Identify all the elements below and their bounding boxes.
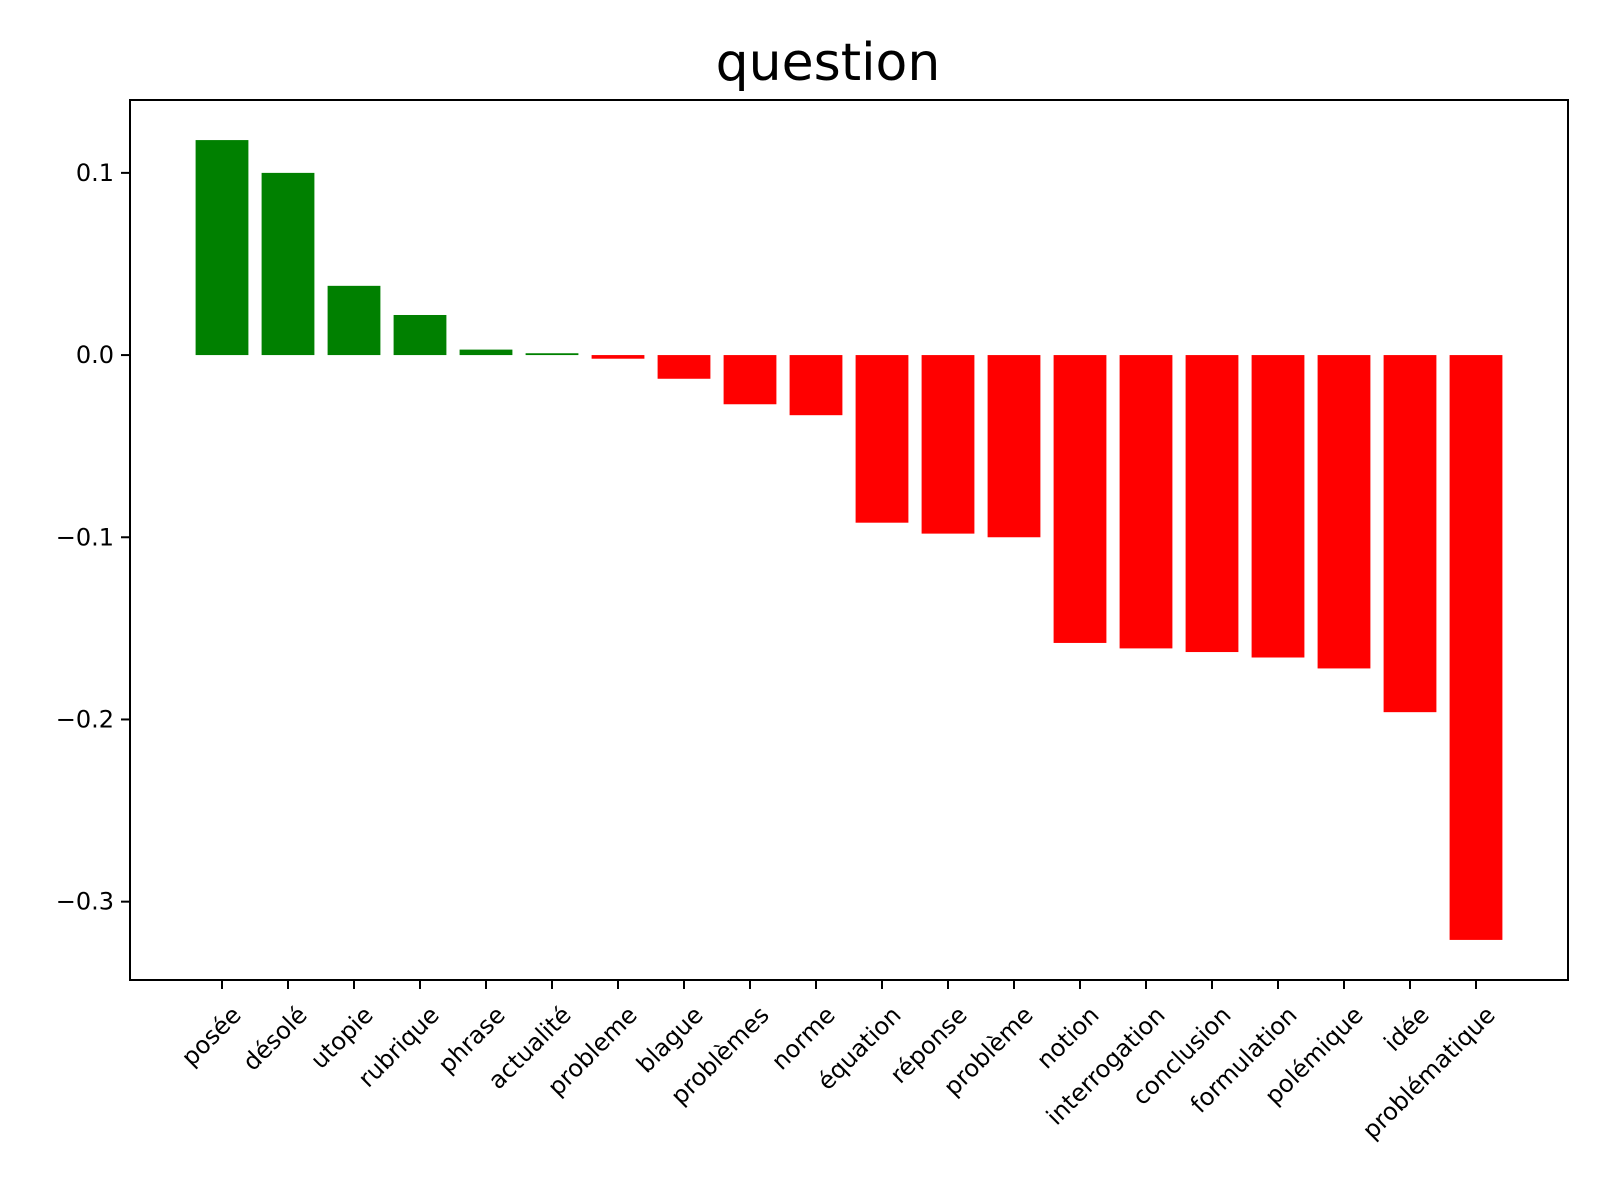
y-tick-label: 0.1 <box>76 159 114 187</box>
bar-16 <box>1185 355 1239 653</box>
bar-11 <box>855 355 909 523</box>
bar-1 <box>195 140 249 356</box>
bar-17 <box>1251 355 1305 658</box>
bar-18 <box>1317 355 1371 669</box>
bar-5 <box>459 349 513 356</box>
bar-12 <box>921 355 975 534</box>
bar-6 <box>525 353 579 356</box>
bar-7 <box>591 355 645 359</box>
y-tick-label: 0.0 <box>76 341 114 369</box>
bar-15 <box>1119 355 1173 649</box>
bar-20 <box>1449 355 1503 940</box>
bar-4 <box>393 314 447 356</box>
bar-13 <box>987 355 1041 538</box>
plot-frame <box>129 99 1569 981</box>
bar-8 <box>657 355 711 379</box>
bars-group <box>195 140 1503 940</box>
bar-14 <box>1053 355 1107 643</box>
chart-title: question <box>716 33 941 93</box>
y-tick-label: −0.3 <box>56 888 114 916</box>
y-tick-label: −0.1 <box>56 523 114 551</box>
bar-2 <box>261 172 315 356</box>
bar-3 <box>327 285 381 356</box>
y-axis: 0.1 0.0 −0.1 −0.2 −0.3 <box>56 159 130 916</box>
bar-10 <box>789 355 843 416</box>
bar-19 <box>1383 355 1437 713</box>
y-tick-label: −0.2 <box>56 705 114 733</box>
bar-9 <box>723 355 777 405</box>
